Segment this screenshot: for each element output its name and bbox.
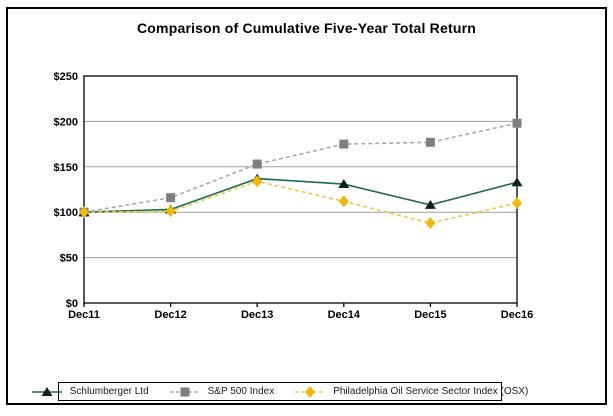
y-tick-label: $250 [54,71,78,83]
triangle-marker-icon [41,386,53,396]
legend: Schlumberger Ltd S&P 500 Index Philadelp… [31,382,528,401]
square-marker-icon [425,137,435,147]
triangle-marker-icon [511,177,523,187]
series-schlumberger-ltd [78,173,523,217]
legend-item-sp500: S&P 500 Index [169,386,275,398]
diamond-marker-icon [305,385,316,398]
series-s-p-500-index [79,118,522,217]
diamond-marker-icon [512,197,522,210]
square-marker-icon [252,159,262,169]
y-tick-label: $50 [60,253,78,265]
diamond-marker-icon [252,175,263,188]
legend-sample-osx [295,385,326,398]
x-tick-label: Dec12 [154,309,186,321]
square-marker-icon [512,118,522,128]
diamond-marker-icon [79,206,89,219]
legend-item-schlumberger: Schlumberger Ltd [31,386,149,398]
legend-label: Schlumberger Ltd [69,386,149,397]
legend-label: S&P 500 Index [207,386,275,397]
legend-item-osx: Philadelphia Oil Service Sector Index (O… [295,385,529,398]
legend-label: Philadelphia Oil Service Sector Index (O… [333,386,529,397]
square-marker-icon [166,193,176,203]
series-line [83,180,518,224]
diamond-marker-icon [165,205,176,218]
square-marker-icon [339,139,349,149]
y-tick-label: $100 [54,207,78,219]
square-marker-icon [180,387,190,396]
triangle-marker-icon [424,199,436,209]
legend-sample-sp500 [169,387,200,396]
x-tick-label: Dec11 [68,309,100,321]
chart-title: Comparison of Cumulative Five-Year Total… [137,20,476,36]
y-tick-label: $0 [66,298,78,310]
x-tick-label: Dec14 [328,309,361,321]
x-tick-label: Dec13 [241,309,273,321]
plot-border [83,75,518,304]
x-tick-label: Dec16 [501,309,533,321]
series-philadelphia-oil-service-sector-index-osx [79,175,522,230]
legend-sample-schlumberger [31,386,62,396]
series-line [83,122,518,213]
series-line [83,177,518,213]
x-tick-label: Dec15 [414,309,446,321]
y-tick-label: $200 [54,116,78,128]
diamond-marker-icon [338,195,349,208]
triangle-marker-icon [338,179,350,189]
diamond-marker-icon [425,217,436,230]
y-tick-label: $150 [54,162,78,174]
